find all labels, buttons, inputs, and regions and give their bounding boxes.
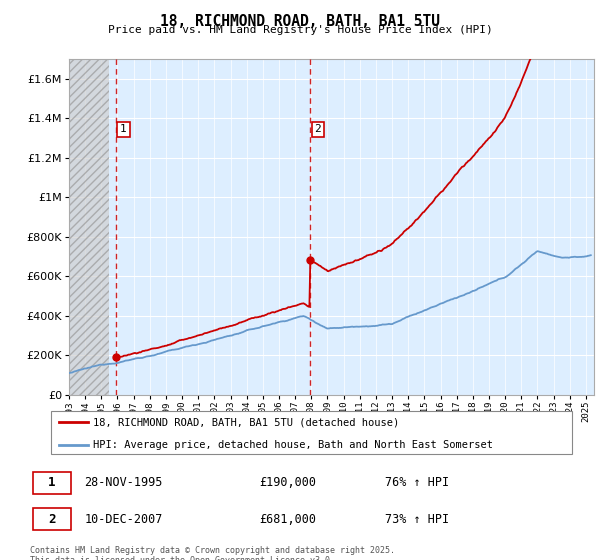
Text: 76% ↑ HPI: 76% ↑ HPI [385, 477, 449, 489]
FancyBboxPatch shape [33, 508, 71, 530]
FancyBboxPatch shape [33, 472, 71, 494]
Text: £681,000: £681,000 [259, 513, 316, 526]
Text: £190,000: £190,000 [259, 477, 316, 489]
FancyBboxPatch shape [50, 410, 572, 455]
Text: 1: 1 [120, 124, 127, 134]
Text: HPI: Average price, detached house, Bath and North East Somerset: HPI: Average price, detached house, Bath… [93, 440, 493, 450]
Text: 2: 2 [314, 124, 321, 134]
Text: 2: 2 [48, 513, 56, 526]
Bar [69, 59, 109, 395]
Text: 10-DEC-2007: 10-DEC-2007 [85, 513, 163, 526]
Text: Contains HM Land Registry data © Crown copyright and database right 2025.
This d: Contains HM Land Registry data © Crown c… [30, 546, 395, 560]
Text: 1: 1 [48, 477, 56, 489]
Text: 18, RICHMOND ROAD, BATH, BA1 5TU: 18, RICHMOND ROAD, BATH, BA1 5TU [160, 14, 440, 29]
Text: Price paid vs. HM Land Registry's House Price Index (HPI): Price paid vs. HM Land Registry's House … [107, 25, 493, 35]
Text: 28-NOV-1995: 28-NOV-1995 [85, 477, 163, 489]
Text: 18, RICHMOND ROAD, BATH, BA1 5TU (detached house): 18, RICHMOND ROAD, BATH, BA1 5TU (detach… [93, 417, 399, 427]
Text: 73% ↑ HPI: 73% ↑ HPI [385, 513, 449, 526]
